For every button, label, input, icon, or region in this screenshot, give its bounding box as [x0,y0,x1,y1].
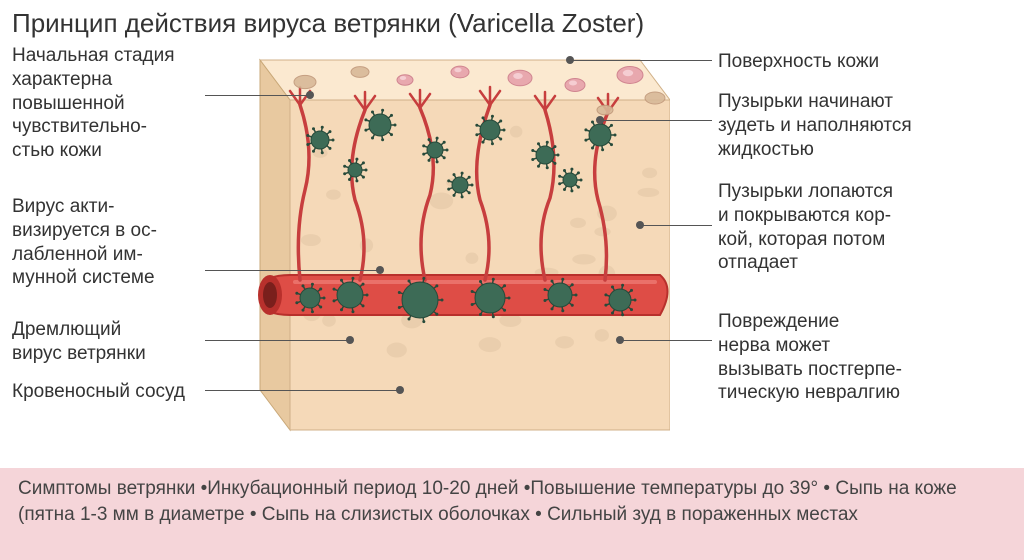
label-right-2: Пузырьки лопаются и покрываются кор- кой… [718,180,1018,275]
label-right-1: Пузырьки начинают зудеть и наполняются ж… [718,90,1018,161]
symptoms-box: Симптомы ветрянки •Инкубационный период … [0,468,1024,560]
label-left-3: Кровеносный сосуд [12,380,222,404]
label-right-3: Повреждение нерва может вызывать постгер… [718,310,1018,405]
label-left-1: Вирус акти- визируется в ос- лабленной и… [12,195,222,290]
label-left-2: Дремлющий вирус ветрянки [12,318,222,366]
label-right-0: Поверхность кожи [718,50,1018,74]
label-left-0: Начальная стадия характерна повышенной ч… [12,44,222,163]
page-title: Принцип действия вируса ветрянки (Varice… [12,8,644,39]
